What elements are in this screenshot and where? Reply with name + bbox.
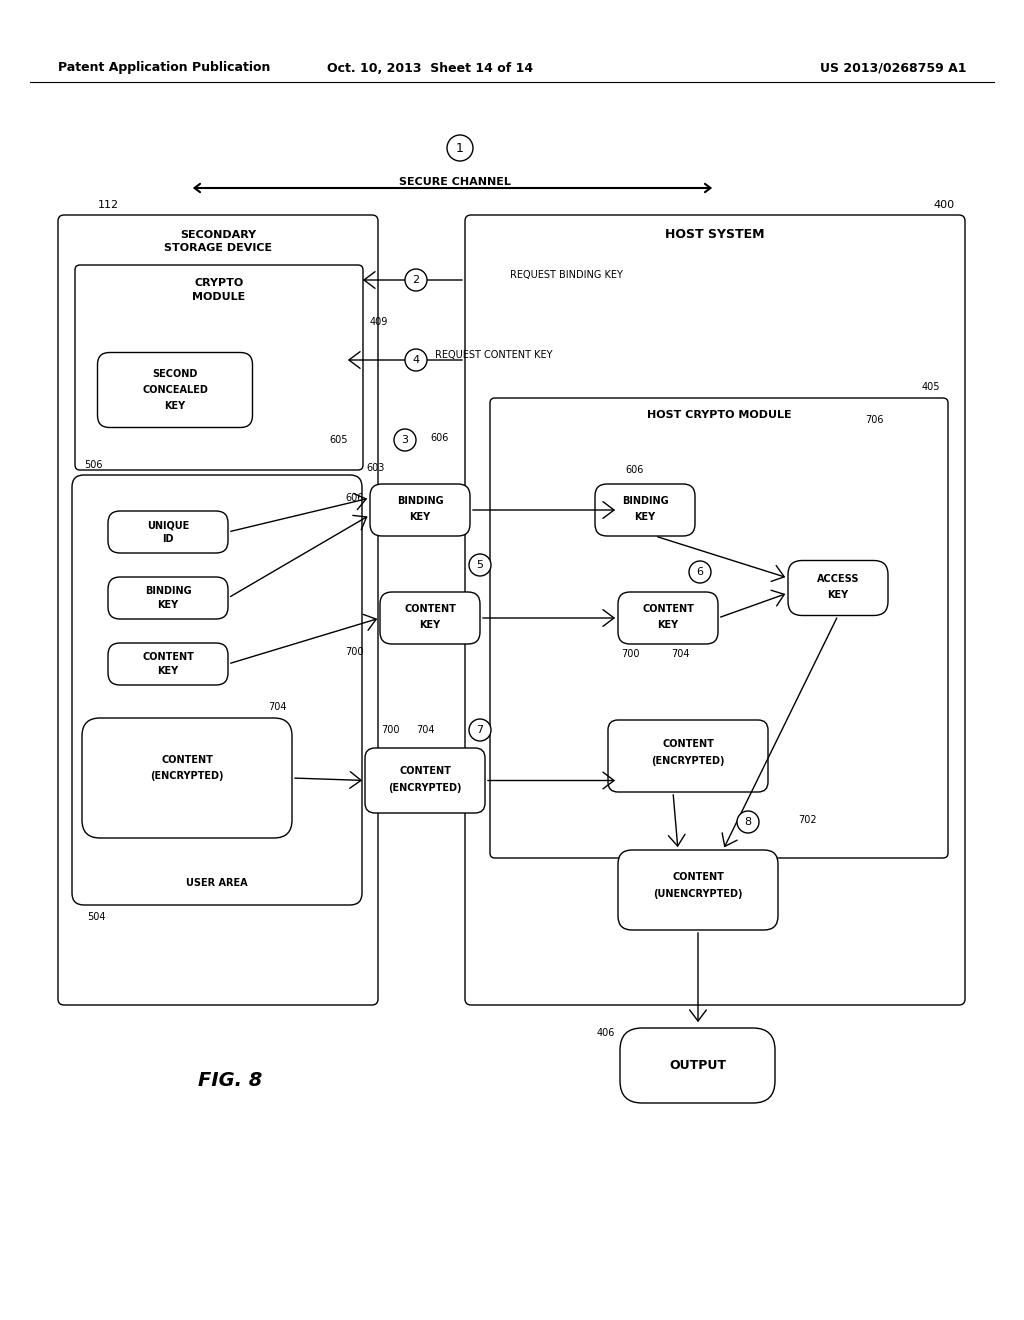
Text: 606: 606: [626, 465, 644, 475]
Circle shape: [469, 719, 490, 741]
Text: 5: 5: [476, 560, 483, 570]
Text: 409: 409: [370, 317, 388, 327]
Circle shape: [406, 348, 427, 371]
Text: 3: 3: [401, 436, 409, 445]
Text: (ENCRYPTED): (ENCRYPTED): [151, 771, 224, 781]
Text: KEY: KEY: [158, 601, 178, 610]
Text: 7: 7: [476, 725, 483, 735]
Text: HOST SYSTEM: HOST SYSTEM: [666, 228, 765, 242]
Text: MODULE: MODULE: [193, 292, 246, 302]
Text: 606: 606: [346, 492, 365, 503]
Text: KEY: KEY: [158, 667, 178, 676]
Text: CONCEALED: CONCEALED: [142, 385, 208, 395]
Text: 702: 702: [798, 814, 816, 825]
Text: CONTENT: CONTENT: [161, 755, 213, 766]
FancyBboxPatch shape: [365, 748, 485, 813]
FancyBboxPatch shape: [618, 591, 718, 644]
Text: US 2013/0268759 A1: US 2013/0268759 A1: [819, 62, 966, 74]
Text: 405: 405: [922, 381, 940, 392]
FancyBboxPatch shape: [108, 577, 228, 619]
Text: FIG. 8: FIG. 8: [198, 1071, 262, 1089]
FancyBboxPatch shape: [108, 643, 228, 685]
Text: CRYPTO: CRYPTO: [195, 279, 244, 288]
FancyBboxPatch shape: [75, 265, 362, 470]
FancyBboxPatch shape: [82, 718, 292, 838]
Circle shape: [447, 135, 473, 161]
Text: Patent Application Publication: Patent Application Publication: [58, 62, 270, 74]
Circle shape: [394, 429, 416, 451]
Text: (UNENCRYPTED): (UNENCRYPTED): [653, 888, 742, 899]
Text: 700: 700: [621, 649, 639, 659]
Text: 704: 704: [671, 649, 689, 659]
Text: SECOND: SECOND: [153, 370, 198, 379]
Text: SECONDARY: SECONDARY: [180, 230, 256, 240]
Text: KEY: KEY: [827, 590, 849, 601]
Text: KEY: KEY: [420, 620, 440, 630]
Text: 704: 704: [416, 725, 434, 735]
Text: 606: 606: [430, 433, 449, 444]
Text: 112: 112: [97, 201, 119, 210]
FancyBboxPatch shape: [108, 511, 228, 553]
Text: ID: ID: [162, 535, 174, 544]
Text: 8: 8: [744, 817, 752, 828]
Text: REQUEST BINDING KEY: REQUEST BINDING KEY: [510, 271, 623, 280]
Circle shape: [689, 561, 711, 583]
Text: KEY: KEY: [657, 620, 679, 630]
FancyBboxPatch shape: [595, 484, 695, 536]
Text: KEY: KEY: [410, 512, 430, 521]
Text: CONTENT: CONTENT: [404, 605, 456, 614]
Text: 4: 4: [413, 355, 420, 366]
Text: BINDING: BINDING: [622, 496, 669, 506]
Text: UNIQUE: UNIQUE: [146, 520, 189, 531]
Text: 6: 6: [696, 568, 703, 577]
FancyBboxPatch shape: [618, 850, 778, 931]
Text: ACCESS: ACCESS: [817, 574, 859, 583]
Text: HOST CRYPTO MODULE: HOST CRYPTO MODULE: [647, 411, 792, 420]
Text: KEY: KEY: [165, 401, 185, 411]
FancyBboxPatch shape: [58, 215, 378, 1005]
FancyBboxPatch shape: [465, 215, 965, 1005]
Text: CONTENT: CONTENT: [663, 739, 714, 748]
Text: (ENCRYPTED): (ENCRYPTED): [388, 783, 462, 793]
Text: 506: 506: [84, 459, 102, 470]
Text: 603: 603: [366, 463, 384, 473]
Text: 700: 700: [345, 647, 364, 657]
Text: BINDING: BINDING: [396, 496, 443, 506]
Text: 700: 700: [381, 725, 399, 735]
FancyBboxPatch shape: [97, 352, 253, 428]
Text: STORAGE DEVICE: STORAGE DEVICE: [164, 243, 272, 253]
Text: REQUEST CONTENT KEY: REQUEST CONTENT KEY: [435, 350, 553, 360]
Text: USER AREA: USER AREA: [186, 878, 248, 888]
Text: BINDING: BINDING: [144, 586, 191, 597]
Text: 2: 2: [413, 275, 420, 285]
Text: 605: 605: [330, 436, 348, 445]
Text: Oct. 10, 2013  Sheet 14 of 14: Oct. 10, 2013 Sheet 14 of 14: [327, 62, 534, 74]
Text: OUTPUT: OUTPUT: [669, 1059, 726, 1072]
Text: 704: 704: [268, 702, 287, 711]
Text: (ENCRYPTED): (ENCRYPTED): [651, 756, 725, 766]
FancyBboxPatch shape: [380, 591, 480, 644]
Text: 504: 504: [87, 912, 105, 921]
Text: 406: 406: [597, 1028, 615, 1038]
FancyBboxPatch shape: [620, 1028, 775, 1104]
Text: SECURE CHANNEL: SECURE CHANNEL: [399, 177, 511, 187]
Text: KEY: KEY: [635, 512, 655, 521]
Circle shape: [406, 269, 427, 290]
Text: 400: 400: [934, 201, 955, 210]
FancyBboxPatch shape: [370, 484, 470, 536]
Circle shape: [469, 554, 490, 576]
FancyBboxPatch shape: [490, 399, 948, 858]
Text: 1: 1: [456, 141, 464, 154]
Text: CONTENT: CONTENT: [142, 652, 194, 663]
Text: CONTENT: CONTENT: [399, 766, 451, 776]
Text: 706: 706: [865, 414, 884, 425]
FancyBboxPatch shape: [72, 475, 362, 906]
Text: CONTENT: CONTENT: [642, 605, 694, 614]
FancyBboxPatch shape: [608, 719, 768, 792]
Text: CONTENT: CONTENT: [672, 873, 724, 882]
Circle shape: [737, 810, 759, 833]
FancyBboxPatch shape: [788, 561, 888, 615]
